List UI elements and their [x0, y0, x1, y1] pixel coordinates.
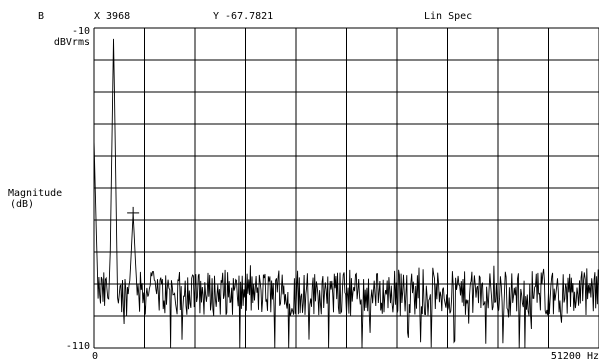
cursor-marker[interactable] — [127, 206, 140, 219]
x-readout: X 3968 — [94, 11, 131, 22]
mode-label: Lin Spec — [424, 11, 473, 22]
y-axis-title-line1: Magnitude — [8, 188, 63, 199]
spectrum-trace — [93, 38, 599, 349]
y-axis-title-line2: (dB) — [10, 199, 35, 210]
y-bottom-tick-label: -110 — [65, 341, 90, 352]
x-left-tick-label: 0 — [92, 351, 99, 362]
y-top-tick-label: -10 — [71, 26, 90, 37]
y-readout: Y -67.7821 — [213, 11, 274, 22]
y-unit-label: dBVrms — [53, 37, 90, 48]
x-right-tick-label: 51200 Hz — [550, 351, 599, 362]
trace-label: B — [38, 11, 45, 22]
